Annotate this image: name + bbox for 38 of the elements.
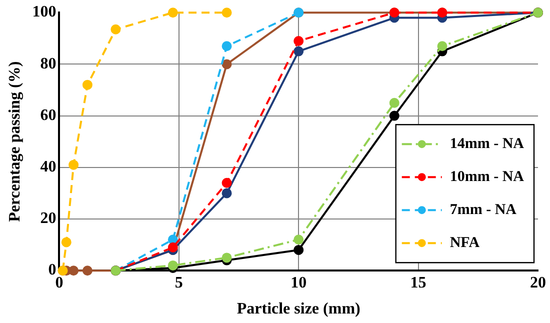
y-tick-label: 100: [32, 4, 56, 21]
x-tick-label: 20: [530, 274, 546, 292]
y-tick-label: 20: [40, 210, 56, 228]
x-axis-title: Particle size (mm): [236, 300, 360, 318]
point: [168, 260, 178, 270]
y-tick-label: 0: [48, 262, 56, 279]
point: [61, 237, 72, 248]
legend-label: 7mm - NA: [450, 202, 517, 218]
point: [68, 266, 79, 276]
point: [68, 160, 79, 170]
y-tick-label: 60: [40, 106, 56, 124]
y-axis-title: Percentage passing (%): [6, 61, 24, 222]
point: [222, 59, 232, 70]
x-tick-label: 10: [290, 274, 307, 292]
point: [294, 244, 304, 255]
point: [437, 41, 448, 52]
point: [389, 110, 400, 121]
point: [222, 41, 232, 52]
x-tick-label: 5: [174, 274, 183, 292]
point: [222, 8, 232, 18]
legend-label: 14mm - NA: [450, 136, 524, 152]
point: [222, 252, 232, 263]
point: [294, 234, 304, 245]
x-tick-label: 15: [410, 274, 426, 292]
point: [294, 36, 304, 46]
point: [222, 178, 232, 188]
legend-label: NFA: [450, 234, 480, 251]
y-tick-label: 40: [40, 158, 56, 176]
point: [110, 24, 121, 34]
point: [82, 80, 92, 90]
legend-label: 10mm - NA: [450, 168, 524, 185]
point: [294, 46, 304, 56]
y-tick-label: 80: [40, 55, 56, 72]
point: [222, 188, 232, 198]
point: [168, 8, 178, 18]
point: [82, 266, 92, 276]
point: [168, 242, 178, 252]
point: [389, 98, 400, 108]
